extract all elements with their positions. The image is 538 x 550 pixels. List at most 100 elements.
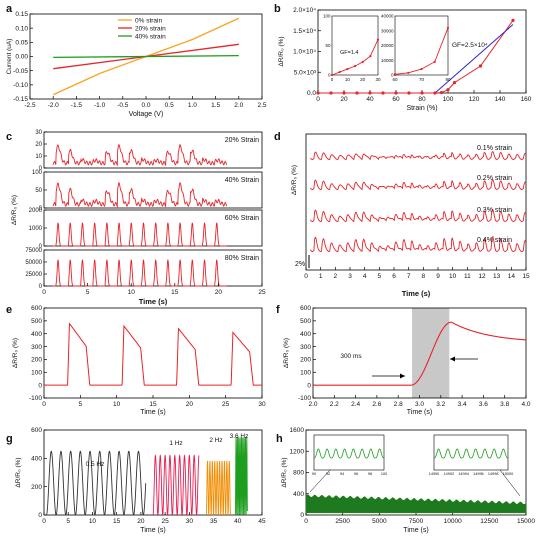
- inset-point: [361, 60, 364, 64]
- x-tick-label: 15000: [517, 518, 535, 525]
- inset-y-tick-label: 20000: [381, 43, 394, 48]
- data-point: [433, 91, 437, 95]
- x-tick-label: 3.6: [479, 401, 488, 408]
- panel-e: 0 5 10 15 20 25 30-1000100200300400500600Time …: [12, 305, 266, 416]
- y-tick-label: 20: [35, 142, 42, 148]
- x-tick-label: 4.0: [521, 401, 530, 408]
- x-tick-label: 14: [508, 273, 516, 280]
- data-point: [355, 91, 359, 95]
- inset-point: [369, 55, 372, 58]
- inset-x-tick-label: 90: [312, 472, 316, 476]
- y-tick-label: -0.05: [13, 68, 28, 75]
- x-tick-label: -0.5: [117, 102, 129, 109]
- inset-point: [433, 60, 436, 63]
- x-tick-label: 6: [392, 273, 396, 280]
- panel-letter: b: [274, 3, 281, 15]
- x-axis-label: Voltage (V): [129, 111, 164, 118]
- signal-line: [234, 437, 248, 516]
- y-tick-label: 10: [35, 154, 42, 160]
- x-tick-label: 10: [449, 273, 457, 280]
- y-tick-label: 2.0×10⁴: [293, 7, 316, 14]
- x-tick-label: 80: [418, 96, 426, 103]
- inset-x-tick-label: 14998: [488, 472, 499, 476]
- inset-point: [346, 68, 349, 71]
- y-tick-label: 200: [300, 357, 311, 364]
- y-tick-label: 0.05: [15, 40, 28, 47]
- data-point: [420, 91, 424, 95]
- x-tick-label: 3.0: [415, 401, 424, 408]
- subplot-label: 20% Strain: [225, 137, 259, 144]
- panel-letter: c: [6, 131, 12, 143]
- y-tick-label: 400: [31, 331, 42, 338]
- y-tick-label: 200: [31, 357, 42, 364]
- subplot-label: 0.2% strain: [477, 175, 512, 182]
- x-tick-label: 0.0: [141, 102, 150, 109]
- y-tick-label: 75000: [25, 248, 42, 254]
- inset-x-tick-label: 20: [360, 77, 366, 82]
- data-point: [316, 91, 320, 95]
- y-tick-label: 400: [300, 331, 311, 338]
- inset-x-tick-label: 94: [340, 472, 344, 476]
- annotation: GF=2.5×10⁴: [452, 42, 488, 49]
- x-tick-label: 2.4: [351, 401, 360, 408]
- panel-letter: g: [6, 433, 13, 445]
- x-tick-label: 7: [407, 273, 411, 280]
- x-tick-label: 0: [304, 518, 308, 525]
- subplot-label: 60% Strain: [225, 215, 259, 222]
- x-tick-label: 20: [186, 401, 194, 408]
- y-tick-label: 25000: [25, 272, 42, 278]
- x-tick-label: 15: [522, 273, 530, 280]
- inset-point: [353, 65, 357, 68]
- signal-line: [46, 450, 147, 516]
- x-tick-label: 45: [258, 518, 266, 525]
- signal-line: [310, 235, 527, 253]
- x-tick-label: 60: [392, 96, 400, 103]
- y-tick-label: 0.10: [15, 25, 28, 32]
- y-tick-label: -0.10: [13, 82, 28, 89]
- x-tick-label: 0: [316, 96, 320, 103]
- x-tick-label: 5: [378, 273, 382, 280]
- x-tick-label: 12: [478, 273, 486, 280]
- x-tick-label: 3.4: [458, 401, 467, 408]
- y-tick-label: 2000: [29, 208, 43, 214]
- inset: 0 10 20 30 0 50 100 GF=1.4: [323, 14, 381, 83]
- x-tick-label: 140: [495, 96, 506, 103]
- inset-x-tick-label: 14996: [473, 472, 484, 476]
- x-tick-label: 15: [149, 401, 157, 408]
- y-tick-label: 600: [31, 427, 42, 434]
- x-tick-label: 3: [348, 273, 352, 280]
- segment-label: 3.6 Hz: [230, 433, 249, 440]
- data-point: [394, 91, 398, 95]
- y-tick-label: -100: [29, 395, 42, 402]
- x-axis-label: Time (s): [407, 409, 432, 416]
- signal-line: [313, 321, 527, 386]
- inset-x-tick-label: 98: [368, 472, 372, 476]
- x-tick-label: 25: [258, 289, 266, 296]
- panel-letter: h: [276, 433, 283, 445]
- y-tick-label: -0.15: [13, 96, 28, 103]
- inset-x-tick-label: 80: [445, 77, 451, 82]
- x-tick-label: -1.5: [71, 102, 83, 109]
- panel-letter: a: [6, 3, 13, 15]
- subplot-label: 0.4% strain: [477, 237, 512, 244]
- inset-point: [338, 70, 341, 74]
- x-tick-label: 0: [42, 401, 46, 408]
- subplot-label: 40% Strain: [225, 177, 259, 184]
- x-tick-label: 2.8: [394, 401, 403, 408]
- inset-x-tick-label: 14994: [458, 472, 469, 476]
- x-tick-label: -1.0: [94, 102, 106, 109]
- inset-y-tick-label: 0: [328, 73, 331, 78]
- panel-letter: d: [274, 131, 281, 143]
- x-tick-label: 2: [334, 273, 338, 280]
- x-tick-label: 13: [493, 273, 501, 280]
- signal-line: [52, 222, 227, 247]
- inset-x-tick-label: 96: [354, 472, 358, 476]
- inset-y-tick-label: 40000: [381, 14, 394, 19]
- y-tick-label: 1600: [290, 427, 305, 434]
- scale-bar-label: 2%: [295, 261, 305, 268]
- data-point: [439, 90, 444, 95]
- x-tick-label: 2500: [335, 518, 350, 525]
- y-axis-label: ΔR/R₀ (%): [283, 338, 290, 368]
- panel-d: 0.1% strain 0.2% strain 0.3% strain 0.4% st…: [291, 133, 530, 298]
